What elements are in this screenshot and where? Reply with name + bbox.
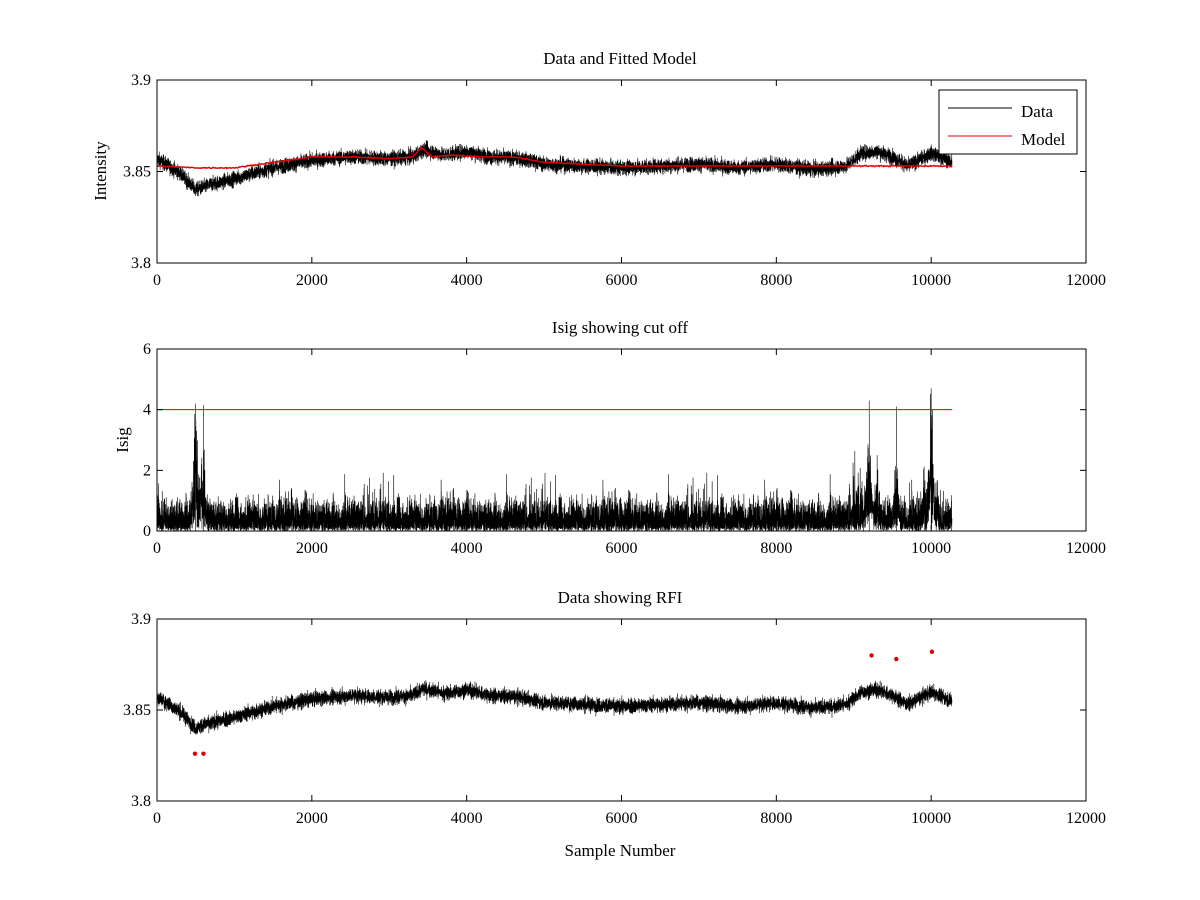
panel-1-series-model-line	[157, 146, 953, 170]
panel-3-xtick-label-3: 6000	[606, 810, 638, 827]
panel-3-xtick-label-2: 4000	[451, 810, 483, 827]
panel-1-series-data-line	[157, 140, 953, 197]
panel-3-xtick-label-6: 12000	[1066, 810, 1106, 827]
panel-1-xtick-label-0: 0	[153, 272, 161, 289]
panel-2-ytick-label-3: 6	[143, 341, 151, 358]
panel-3-rfi-marker-4	[894, 656, 899, 662]
panel-2-xtick-label-4: 8000	[760, 540, 792, 557]
panel-3-xtick-label-4: 8000	[760, 810, 792, 827]
panel-2-ylabel: Isig	[113, 427, 132, 453]
panel-1-plot-area: 0 2000 4000 6000 8000 10000 12000 3.8 3.85 3.9	[123, 72, 1106, 289]
legend-label-data: Data	[1021, 102, 1054, 121]
legend: Data Model	[938, 89, 1078, 155]
panel-3-series-group	[157, 649, 953, 756]
panel-1-xtick-label-5: 10000	[911, 272, 951, 289]
panel-2-xtick-label-6: 12000	[1066, 540, 1106, 557]
panel-3-xlabel: Sample Number	[565, 841, 676, 860]
panel-2-ytick-label-2: 4	[143, 402, 151, 419]
panel-2-xtick-label-3: 6000	[606, 540, 638, 557]
panel-2-ytick-label-1: 2	[143, 462, 151, 479]
panel-2-ytick-label-0: 0	[143, 523, 151, 540]
panel-2-xtick-label-1: 2000	[296, 540, 328, 557]
panel-3-xtick-label-5: 10000	[911, 810, 951, 827]
legend-box	[938, 89, 1078, 155]
panel-1-xtick-label-3: 6000	[606, 272, 638, 289]
panel-isig: Isig showing cut off Isig 0 2000 4000 6000 8…	[113, 318, 1106, 557]
panel-1-series-group	[157, 140, 953, 197]
panel-2-plot-area: 0 2000 4000 6000 8000 10000 12000 0 2 4 6	[143, 341, 1106, 557]
panel-3-xtick-label-1: 2000	[296, 810, 328, 827]
panel-3-rfi-marker-1	[192, 751, 198, 756]
panel-3-xtick-label-0: 0	[153, 810, 161, 827]
panel-3-ytick-label-1: 3.85	[123, 702, 151, 719]
panel-1-title: Data and Fitted Model	[543, 49, 697, 68]
panel-1-ytick-label-0: 3.8	[131, 255, 151, 272]
panel-1-ytick-label-2: 3.9	[131, 72, 151, 89]
panel-3-ytick-label-2: 3.9	[131, 611, 151, 628]
panel-2-series-isig-line	[157, 388, 953, 531]
panel-3-rfi-marker-2	[201, 751, 206, 756]
panel-3-rfi-marker-5	[929, 649, 935, 654]
panel-3-series-0-line	[157, 680, 953, 735]
panel-2-xtick-label-2: 4000	[451, 540, 483, 557]
panel-2-title: Isig showing cut off	[552, 318, 688, 337]
panel-3-ytick-label-0: 3.8	[131, 793, 151, 810]
panel-2-xtick-label-5: 10000	[911, 540, 951, 557]
panel-1-xtick-label-2: 4000	[451, 272, 483, 289]
panel-1-xtick-label-1: 2000	[296, 272, 328, 289]
legend-label-model: Model	[1021, 130, 1066, 149]
panel-3-plot-area: 0 2000 4000 6000 8000 10000 12000 3.8 3.85 3.9	[123, 611, 1106, 827]
panel-1-xtick-label-6: 12000	[1066, 272, 1106, 289]
panel-3-rfi-marker-3	[869, 653, 874, 658]
panel-1-xtick-label-4: 8000	[760, 272, 792, 289]
panel-1-ytick-label-1: 3.85	[123, 164, 151, 181]
panel-rfi: Data showing RFI Sample Number 0 2000 4000…	[123, 588, 1106, 860]
panel-data-and-model: Data and Fitted Model Intensity 0 2000 400…	[91, 49, 1106, 289]
panel-2-xtick-label-0: 0	[153, 540, 161, 557]
panel-2-series-group	[157, 388, 953, 531]
panel-1-ylabel: Intensity	[91, 141, 110, 201]
panel-3-title: Data showing RFI	[558, 588, 683, 607]
